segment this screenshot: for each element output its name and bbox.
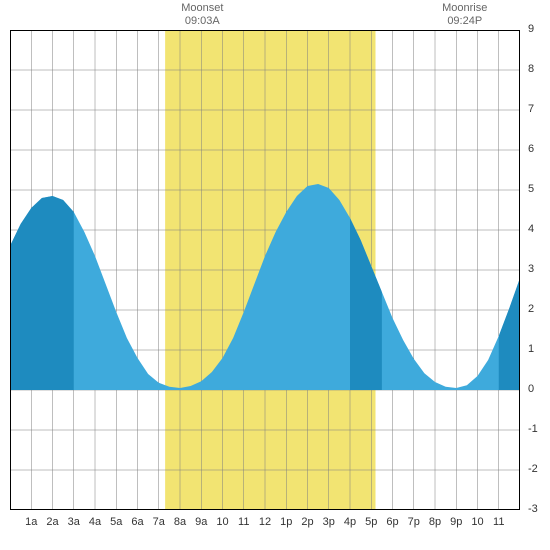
x-tick-label: 4a: [89, 516, 101, 528]
y-tick-label: 3: [528, 263, 534, 275]
x-tick-label: 10: [216, 516, 228, 528]
y-tick-label: 9: [528, 23, 534, 35]
x-tick-label: 3p: [323, 516, 335, 528]
x-tick-label: 7a: [153, 516, 165, 528]
x-tick-label: 2p: [301, 516, 313, 528]
moon-annotation: Moonset09:03A: [181, 2, 223, 28]
x-tick-label: 5p: [365, 516, 377, 528]
moon-annotation-time: 09:24P: [442, 15, 487, 28]
x-tick-label: 6p: [386, 516, 398, 528]
y-tick-label: 6: [528, 143, 534, 155]
moon-annotation-title: Moonset: [181, 2, 223, 15]
y-tick-label: 5: [528, 183, 534, 195]
y-tick-label: 4: [528, 223, 534, 235]
y-tick-label: -3: [528, 503, 538, 515]
x-tick-label: 3a: [68, 516, 80, 528]
y-tick-label: 7: [528, 103, 534, 115]
y-tick-label: 8: [528, 63, 534, 75]
x-tick-label: 11: [493, 516, 504, 528]
y-tick-label: 2: [528, 303, 534, 315]
x-tick-label: 6a: [131, 516, 143, 528]
x-tick-label: 8p: [429, 516, 441, 528]
x-tick-label: 8a: [174, 516, 186, 528]
x-tick-label: 4p: [344, 516, 356, 528]
x-tick-label: 10: [471, 516, 483, 528]
moon-annotation-time: 09:03A: [181, 15, 223, 28]
x-tick-label: 1a: [25, 516, 37, 528]
y-tick-label: -2: [528, 463, 538, 475]
y-tick-label: 1: [528, 343, 534, 355]
x-tick-label: 5a: [110, 516, 122, 528]
tide-chart: Moonset09:03A Moonrise09:24P 1a 2a 3a 4a 5a 6a…: [0, 0, 550, 550]
x-tick-label: 7p: [408, 516, 420, 528]
top-annotations: Moonset09:03A Moonrise09:24P: [0, 0, 550, 30]
x-tick-label: 9p: [450, 516, 462, 528]
chart-plot: [10, 30, 520, 510]
moon-annotation: Moonrise09:24P: [442, 2, 487, 28]
x-tick-label: 2a: [46, 516, 58, 528]
x-tick-label: 12: [259, 516, 271, 528]
y-tick-label: -1: [528, 423, 538, 435]
moon-annotation-title: Moonrise: [442, 2, 487, 15]
x-tick-label: 1p: [280, 516, 292, 528]
x-tick-label: 11: [238, 516, 249, 528]
x-tick-label: 9a: [195, 516, 207, 528]
y-tick-label: 0: [528, 383, 534, 395]
